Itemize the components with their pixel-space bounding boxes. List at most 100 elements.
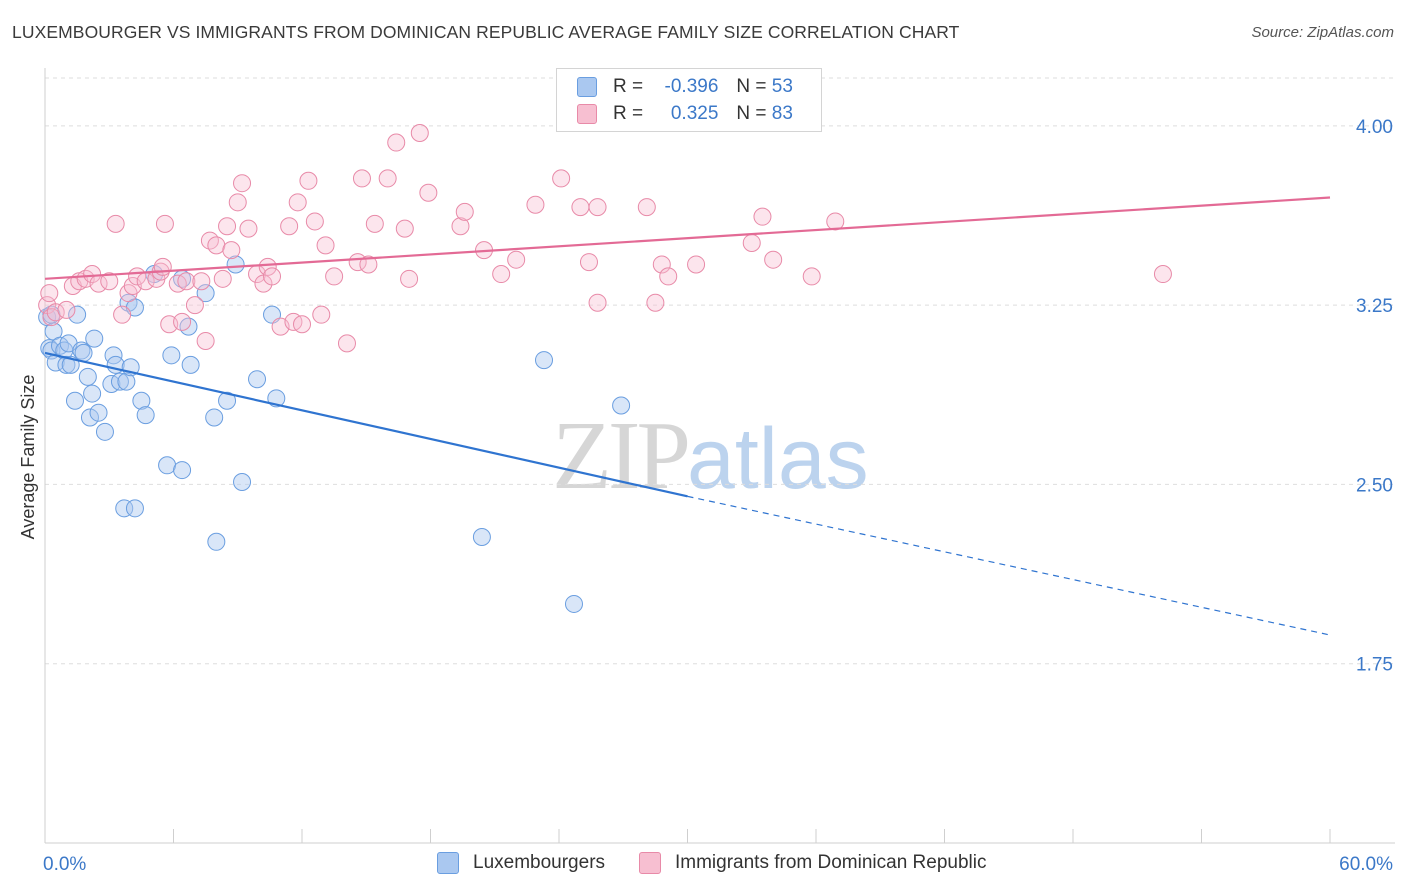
dominican-point [288, 193, 307, 212]
legend-n-label: N = [736, 76, 767, 97]
dominican-point [826, 212, 845, 231]
luxembourger-point [226, 255, 245, 274]
bottom-legend-dominican: Immigrants from Dominican Republic [639, 852, 987, 874]
luxembourger-point [80, 408, 99, 427]
dominican-point [185, 296, 204, 315]
y-tick-label: 2.50 [1356, 475, 1393, 496]
luxembourger-point [612, 396, 631, 415]
bottom-legend-label: Immigrants from Dominican Republic [675, 852, 987, 873]
dominican-point [687, 255, 706, 274]
dominican-point [57, 300, 76, 319]
dominican-point [305, 212, 324, 231]
luxembourger-point [74, 343, 93, 362]
correlation-legend: R = -0.396 N = 53 R = 0.325 N = 83 [556, 68, 822, 132]
dominican-point [588, 293, 607, 312]
luxembourger-point [564, 594, 583, 613]
dominican-point [579, 253, 598, 272]
dominican-point [753, 207, 772, 226]
luxembourger-point [95, 422, 114, 441]
dominican-point [213, 269, 232, 288]
luxembourger-point [248, 370, 267, 389]
dominican-point [492, 265, 511, 284]
dominican-point [378, 169, 397, 188]
dominican-point [325, 267, 344, 286]
x-tick-label: 60.0% [1339, 854, 1393, 875]
dominican-point [228, 193, 247, 212]
dominican-point [400, 269, 419, 288]
luxembourger-point [181, 355, 200, 374]
luxembourger-point [472, 528, 491, 546]
trend-lines [44, 196, 1331, 636]
luxembourger-point [158, 456, 177, 475]
dominican-point [233, 174, 252, 193]
axes [44, 68, 1395, 844]
luxembourger-point [218, 391, 237, 410]
dominican-point [106, 214, 125, 233]
legend-r-label: R = [613, 76, 644, 97]
dominican-point [659, 267, 678, 286]
dominican-point [1153, 265, 1172, 284]
dominican-point [646, 293, 665, 312]
dominican-point [222, 241, 241, 260]
luxembourger-point [68, 305, 87, 324]
dominican-point [365, 214, 384, 233]
dominican-point [46, 303, 65, 322]
dominican-point [359, 255, 378, 274]
tick-labels: 1.75 2.50 3.25 4.00 0.0% 60.0% Average Family … [18, 117, 1393, 875]
dominican-point [196, 331, 215, 350]
luxembourger-point [83, 384, 102, 403]
luxembourger-point [117, 372, 136, 391]
dominican-point [263, 267, 282, 286]
luxembourger-point [89, 403, 108, 422]
dominican-point [83, 265, 102, 284]
grid-lines [45, 77, 1395, 665]
dominican-trend-line [44, 196, 1331, 280]
dominican-point [637, 198, 656, 217]
dominican-point [280, 217, 299, 236]
data-points [38, 123, 1172, 613]
watermark-atlas: atlas [687, 411, 869, 507]
bottom-legend-label: Luxembourgers [473, 852, 606, 873]
legend-row-luxembourgers: R = -0.396 N = 53 [577, 74, 793, 100]
dominican-point [352, 169, 371, 188]
dominican-point [113, 305, 132, 324]
luxembourger-point [125, 499, 144, 518]
luxembourger-point [136, 406, 155, 425]
dominican-point [173, 312, 192, 331]
dominican-point [299, 171, 318, 190]
luxembourger-point [115, 499, 134, 518]
luxembourger-trend-extension [687, 495, 1331, 636]
dominican-point [764, 250, 783, 269]
dominican-point [239, 219, 258, 238]
luxembourger-trend-line [44, 351, 688, 498]
dominican-point [293, 315, 311, 334]
legend-swatch-dominican [577, 104, 597, 124]
legend-n-label: N = [736, 103, 767, 124]
luxembourger-point [173, 461, 192, 480]
bottom-legend-swatch-luxembourgers [437, 852, 459, 874]
dominican-point [395, 219, 414, 238]
luxembourger-point [207, 532, 226, 551]
dominican-point [337, 334, 356, 353]
bottom-legend-swatch-dominican [639, 852, 661, 874]
x-tick-label: 0.0% [43, 854, 86, 875]
luxembourger-point [110, 372, 129, 391]
dominican-point [387, 133, 406, 152]
dominican-point [742, 233, 761, 252]
dominican-point [207, 236, 226, 255]
luxembourger-point [132, 391, 151, 410]
dominican-point [451, 217, 470, 236]
legend-r-value: 0.325 [670, 103, 719, 124]
legend-swatch-luxembourgers [577, 77, 597, 97]
dominican-point [312, 305, 331, 324]
luxembourger-point [85, 329, 104, 348]
dominican-point [40, 284, 59, 303]
chart-title: LUXEMBOURGER VS IMMIGRANTS FROM DOMINICA… [12, 22, 960, 42]
dominican-point [652, 255, 671, 274]
dominican-point [571, 198, 590, 217]
dominican-point [100, 272, 119, 291]
luxembourger-point [205, 408, 224, 427]
chart-source: Source: ZipAtlas.com [1251, 24, 1394, 41]
luxembourger-point [196, 284, 215, 303]
luxembourger-point [233, 473, 252, 492]
